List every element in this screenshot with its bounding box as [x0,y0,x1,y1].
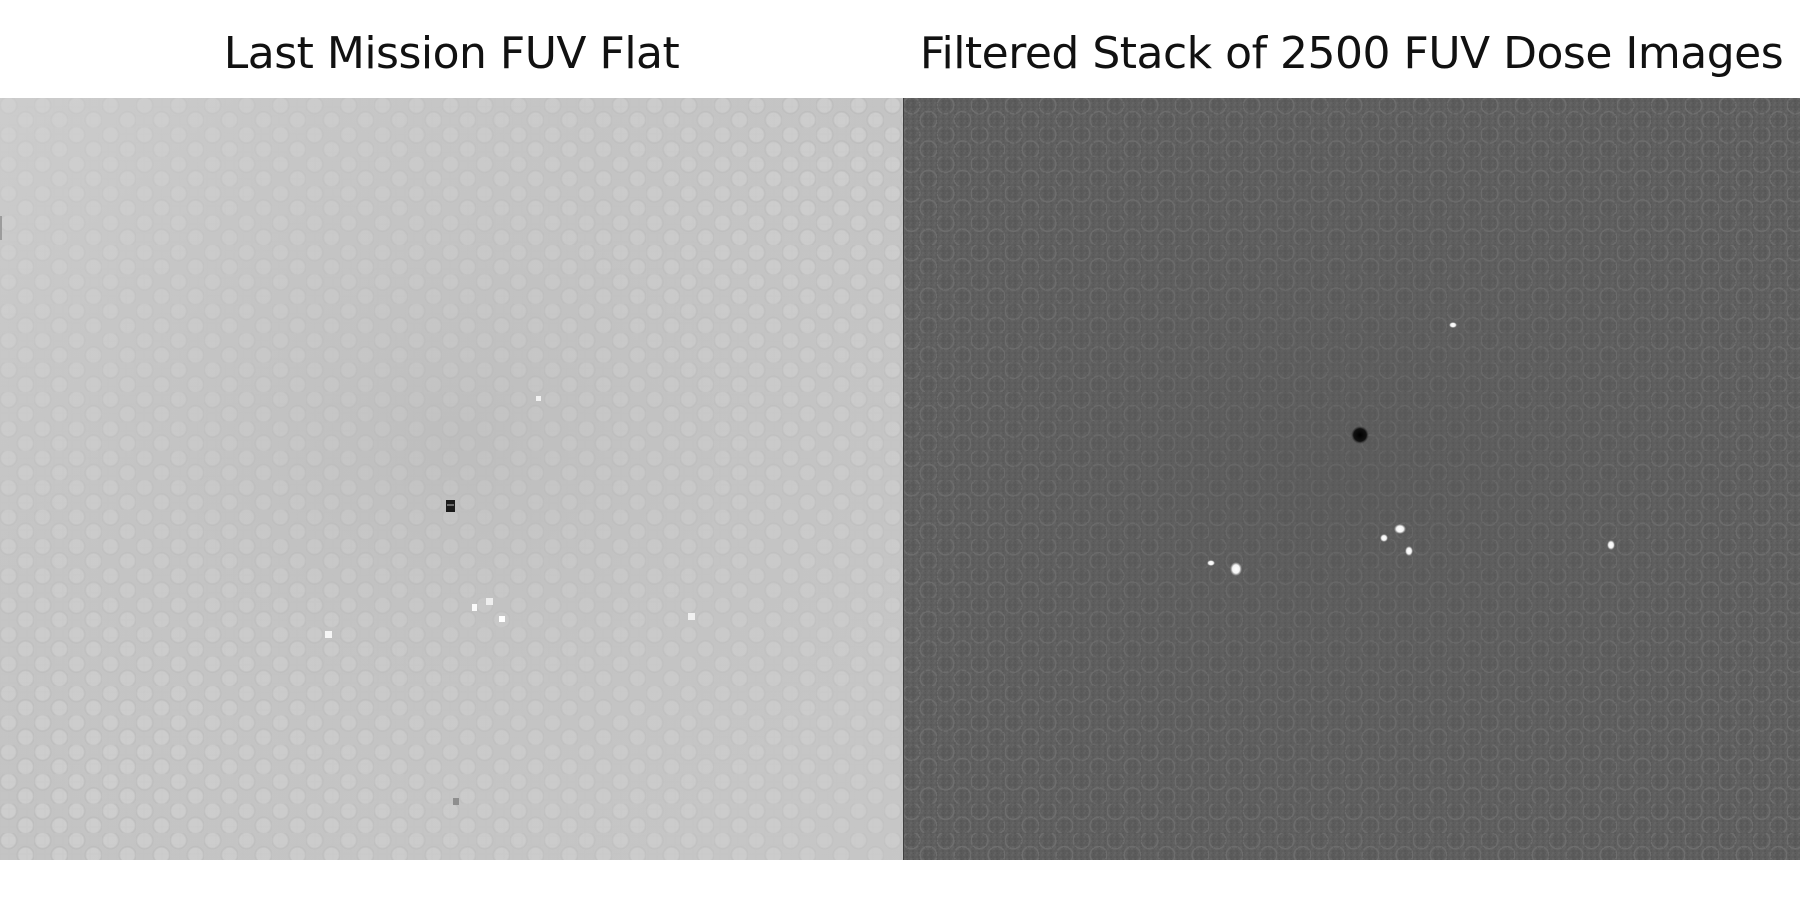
bright-spot [486,598,493,605]
bright-spot [1207,560,1215,566]
bright-spot [325,631,332,638]
bright-spot [472,604,477,611]
dark-blemish [1351,426,1369,444]
bright-spot [688,613,695,620]
bright-spot [536,396,541,401]
bright-spot [1380,534,1388,542]
bright-spot [1230,562,1242,576]
dark-spot [453,798,459,805]
bright-spot [1405,546,1413,556]
bright-spot [1607,540,1615,550]
bright-spot [1394,524,1406,534]
right-panel-title: Filtered Stack of 2500 FUV Dose Images [919,28,1784,79]
dose-stack-image [903,98,1800,860]
left-panel-title: Last Mission FUV Flat [223,28,680,79]
bright-spot [1449,322,1457,328]
fuv-flat-image [0,98,903,860]
bright-spot [499,616,505,622]
